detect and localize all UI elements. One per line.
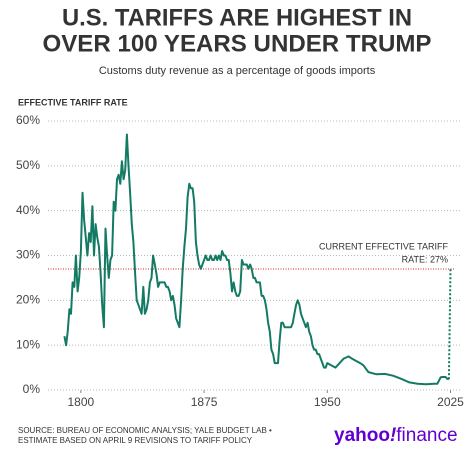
logo: yahoo!finance <box>334 425 458 446</box>
y-tick-label: 0% <box>23 382 41 396</box>
chart-title: U.S. TARIFFS ARE HIGHEST IN <box>62 4 412 31</box>
logo-part: yahoo <box>334 425 390 446</box>
y-axis-label: EFFECTIVE TARIFF RATE <box>18 97 128 107</box>
y-tick-label: 50% <box>16 158 40 172</box>
x-tick-label: 1950 <box>314 395 341 409</box>
annotation: CURRENT EFFECTIVE TARIFF <box>319 241 449 251</box>
logo-part: finance <box>396 425 457 446</box>
chart-title: OVER 100 YEARS UNDER TRUMP <box>43 30 432 57</box>
line <box>63 133 450 386</box>
estimate-line <box>447 268 452 380</box>
y-tick-label: 10% <box>16 337 40 351</box>
subtitle: Customs duty revenue as a percentage of … <box>99 65 376 77</box>
x-tick-label: 1800 <box>68 395 95 409</box>
logo-part: ! <box>390 425 396 446</box>
x-tick-label: 2025 <box>437 395 464 409</box>
y-tick-label: 20% <box>16 293 40 307</box>
y-tick-label: 40% <box>16 203 40 217</box>
y-tick-label: 60% <box>16 113 40 127</box>
annotation: RATE: 27% <box>402 254 448 264</box>
y-tick-label: 30% <box>16 248 40 262</box>
source: SOURCE: BUREAU OF ECONOMIC ANALYSIS; YAL… <box>18 426 272 435</box>
source: ESTIMATE BASED ON APRIL 9 REVISIONS TO T… <box>18 436 253 445</box>
x-tick-label: 1875 <box>191 395 218 409</box>
